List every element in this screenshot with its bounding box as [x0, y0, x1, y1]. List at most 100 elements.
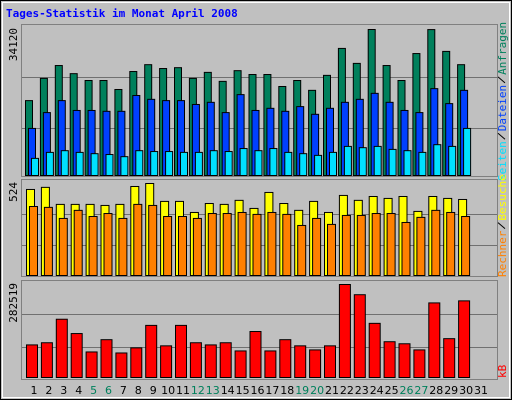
bar: [249, 331, 262, 379]
bar: [446, 211, 456, 276]
bar: [135, 150, 144, 177]
y-tick-label: 34120: [7, 28, 20, 61]
legend-separator: [497, 132, 506, 140]
bar: [237, 211, 247, 276]
legend-label: kB: [496, 364, 509, 378]
bar: [356, 214, 366, 276]
bar: [383, 341, 396, 379]
y-tick-label: 524: [7, 182, 20, 202]
bar: [192, 217, 202, 277]
bar: [368, 322, 381, 379]
bar: [269, 148, 278, 177]
bar: [327, 223, 336, 277]
bar: [145, 324, 158, 379]
bar: [73, 209, 83, 276]
bar: [163, 216, 173, 276]
x-tick-label: 6: [105, 384, 112, 397]
bar: [224, 151, 233, 177]
x-tick-label: 22: [340, 384, 354, 397]
bar: [209, 150, 218, 177]
x-tick-label: 12: [191, 384, 205, 397]
bar: [204, 344, 217, 378]
bar: [343, 145, 352, 176]
x-tick-label: 19: [295, 384, 309, 397]
legend-label: Anfragen: [496, 22, 509, 75]
bar: [279, 339, 292, 379]
bar: [160, 345, 173, 379]
x-tick-label: 10: [161, 384, 175, 397]
y-tick-label: 282519: [7, 283, 20, 323]
bar: [55, 318, 68, 378]
bar: [100, 339, 113, 379]
x-tick-label: 1: [31, 384, 38, 397]
bar: [40, 342, 53, 378]
bar: [120, 156, 129, 176]
x-tick-label: 15: [236, 384, 250, 397]
legend-label: Rechner: [496, 230, 509, 277]
x-tick-label: 31: [474, 384, 488, 397]
bar: [133, 203, 143, 276]
bar: [431, 209, 441, 276]
bar: [413, 349, 426, 379]
bar: [252, 213, 262, 276]
bar: [458, 300, 471, 379]
bar: [401, 221, 411, 276]
bar: [239, 148, 248, 177]
bar: [194, 151, 203, 176]
x-tick-label: 29: [444, 384, 458, 397]
bar: [312, 217, 322, 277]
bar: [388, 148, 397, 177]
bar: [148, 204, 158, 276]
x-tick-label: 14: [221, 384, 235, 397]
x-tick-label: 21: [325, 384, 339, 397]
bar: [297, 224, 307, 277]
bar: [31, 157, 39, 177]
x-tick-label: 8: [135, 384, 142, 397]
bar: [207, 213, 217, 277]
bar: [418, 151, 427, 176]
x-tick-label: 5: [90, 384, 97, 397]
legend-label: Besuche: [496, 174, 509, 220]
bar: [267, 211, 277, 276]
bar: [254, 150, 263, 177]
bar: [118, 217, 128, 277]
bar: [341, 214, 351, 276]
bar: [75, 151, 84, 176]
bar: [461, 216, 471, 276]
x-tick-label: 13: [206, 384, 220, 397]
x-tick-label: 11: [176, 384, 190, 397]
bar: [358, 147, 367, 176]
bar: [105, 154, 114, 176]
bar: [264, 350, 277, 378]
bar: [428, 302, 441, 379]
bar: [234, 350, 247, 378]
x-tick-label: 3: [60, 384, 67, 397]
bar: [115, 352, 128, 378]
bar: [294, 345, 307, 379]
legend-label: Dateien: [496, 85, 509, 131]
bar: [324, 345, 336, 379]
x-tick-label: 20: [310, 384, 324, 397]
bar: [284, 151, 293, 176]
bar: [299, 153, 308, 176]
x-tick-label: 30: [459, 384, 473, 397]
x-tick-label: 18: [280, 384, 294, 397]
bar: [398, 343, 411, 379]
bar: [463, 127, 472, 176]
bar: [130, 347, 143, 379]
bar: [448, 145, 457, 176]
chart-title: Tages-Statistik im Monat April 2008: [6, 7, 238, 20]
bar: [443, 338, 456, 378]
x-tick-label: 9: [150, 384, 157, 397]
bar: [60, 150, 69, 177]
x-tick-label: 16: [251, 384, 265, 397]
bar: [26, 344, 38, 378]
bar: [282, 213, 292, 276]
bar: [329, 151, 337, 176]
bar: [88, 216, 98, 276]
bar: [222, 213, 232, 277]
bar: [189, 342, 202, 378]
x-tick-label: 23: [355, 384, 369, 397]
bar: [180, 151, 188, 176]
